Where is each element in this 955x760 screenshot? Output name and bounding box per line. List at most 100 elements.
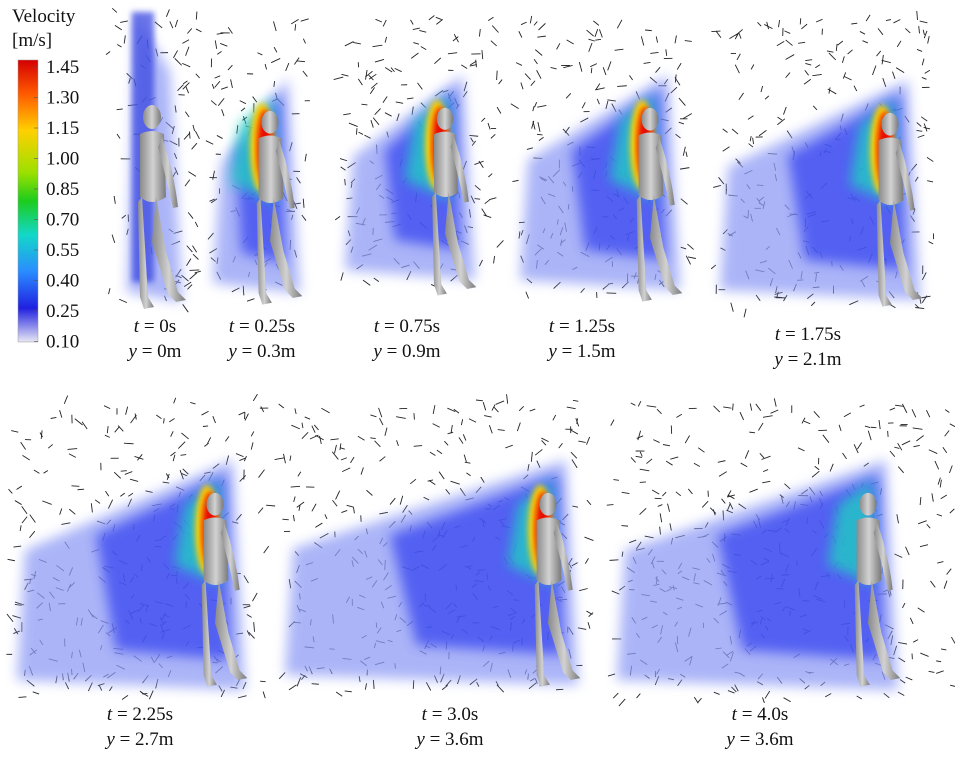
- velocity-vector: [607, 100, 615, 101]
- velocity-vector: [312, 684, 319, 685]
- velocity-vector: [890, 408, 895, 410]
- velocity-vector: [778, 117, 783, 120]
- velocity-vector: [228, 65, 232, 70]
- velocity-vector: [918, 135, 925, 137]
- velocity-vector: [878, 28, 883, 34]
- velocity-vector: [916, 436, 923, 441]
- velocity-vector: [60, 508, 62, 514]
- velocity-vector: [183, 81, 187, 84]
- velocity-vector: [644, 62, 651, 63]
- velocity-vector: [739, 93, 744, 100]
- velocity-vector: [936, 671, 943, 674]
- velocity-vector: [275, 458, 285, 460]
- velocity-vector: [631, 457, 636, 462]
- velocity-vector: [175, 58, 182, 65]
- velocity-vector: [491, 134, 495, 138]
- panel-label: y = 2.1m: [772, 349, 841, 370]
- velocity-vector: [345, 691, 352, 692]
- colorbar-tick-label: 0.25: [46, 301, 79, 322]
- velocity-vector: [898, 658, 905, 662]
- velocity-vector: [446, 680, 451, 686]
- velocity-vector: [341, 510, 347, 512]
- velocity-vector: [716, 31, 721, 38]
- velocity-vector: [637, 436, 643, 439]
- velocity-vector: [325, 514, 327, 519]
- velocity-vector: [607, 505, 614, 506]
- velocity-vector: [303, 39, 305, 44]
- velocity-vector: [471, 196, 475, 203]
- velocity-vector: [254, 622, 255, 632]
- velocity-vector: [567, 40, 574, 44]
- velocity-vector: [173, 50, 177, 57]
- velocity-vector: [733, 404, 734, 411]
- velocity-vector: [804, 421, 810, 424]
- velocity-vector: [375, 109, 381, 115]
- velocity-vector: [868, 431, 871, 440]
- velocity-vector: [608, 674, 615, 676]
- velocity-vector: [537, 134, 543, 135]
- colorbar-title: Velocity: [12, 6, 76, 27]
- velocity-vector: [534, 22, 537, 26]
- velocity-vector: [823, 435, 829, 443]
- velocity-vector: [124, 35, 125, 43]
- velocity-vector: [535, 50, 542, 56]
- velocity-vector: [245, 414, 248, 421]
- velocity-vector: [581, 288, 585, 292]
- velocity-vector: [135, 413, 136, 419]
- velocity-vector: [340, 448, 345, 449]
- velocity-vector: [68, 449, 78, 450]
- velocity-vector: [640, 482, 646, 483]
- velocity-vector: [917, 122, 922, 126]
- head: [143, 105, 161, 129]
- velocity-vector: [88, 682, 92, 691]
- velocity-vector: [489, 425, 492, 433]
- velocity-vector: [208, 233, 214, 239]
- velocity-vector: [119, 299, 127, 302]
- velocity-vector: [11, 431, 18, 433]
- velocity-vector: [784, 484, 790, 489]
- panel-label: t = 1.75s: [775, 324, 841, 345]
- velocity-vector: [572, 506, 578, 507]
- velocity-vector: [533, 106, 534, 111]
- velocity-vector: [915, 177, 918, 182]
- velocity-vector: [359, 132, 363, 134]
- velocity-vector: [261, 406, 264, 411]
- velocity-vector: [481, 118, 485, 122]
- velocity-vector: [358, 79, 362, 85]
- velocity-vector: [335, 216, 340, 219]
- velocity-vector: [310, 435, 318, 439]
- velocity-vector: [187, 246, 193, 252]
- velocity-vector: [343, 114, 351, 115]
- velocity-vector: [356, 128, 357, 134]
- velocity-vector: [923, 30, 924, 35]
- velocity-vector: [497, 240, 504, 247]
- velocity-vector: [336, 692, 342, 696]
- velocity-vector: [430, 452, 435, 455]
- velocity-vector: [777, 41, 784, 45]
- velocity-vector: [750, 136, 751, 141]
- velocity-vector: [537, 36, 545, 37]
- velocity-vector: [685, 435, 689, 443]
- velocity-vector: [342, 468, 350, 472]
- panel-label: y = 1.5m: [546, 341, 615, 362]
- velocity-vector: [129, 78, 131, 83]
- velocity-vector: [202, 411, 209, 415]
- velocity-vector: [182, 63, 190, 66]
- velocity-vector: [611, 420, 614, 426]
- velocity-vector: [297, 177, 301, 183]
- velocity-vector: [21, 442, 26, 449]
- velocity-vector: [886, 20, 891, 21]
- velocity-vector: [379, 418, 383, 425]
- velocity-vector: [439, 472, 444, 479]
- velocity-vector: [397, 440, 399, 446]
- velocity-vector: [340, 159, 347, 161]
- velocity-vector: [332, 500, 337, 506]
- velocity-vector: [114, 196, 115, 204]
- velocity-vector: [750, 403, 751, 410]
- velocity-vector: [114, 472, 121, 478]
- velocity-vector: [857, 443, 861, 450]
- velocity-vector: [492, 26, 498, 33]
- velocity-vector: [612, 591, 620, 594]
- velocity-vector: [407, 98, 413, 99]
- velocity-vector: [463, 434, 466, 440]
